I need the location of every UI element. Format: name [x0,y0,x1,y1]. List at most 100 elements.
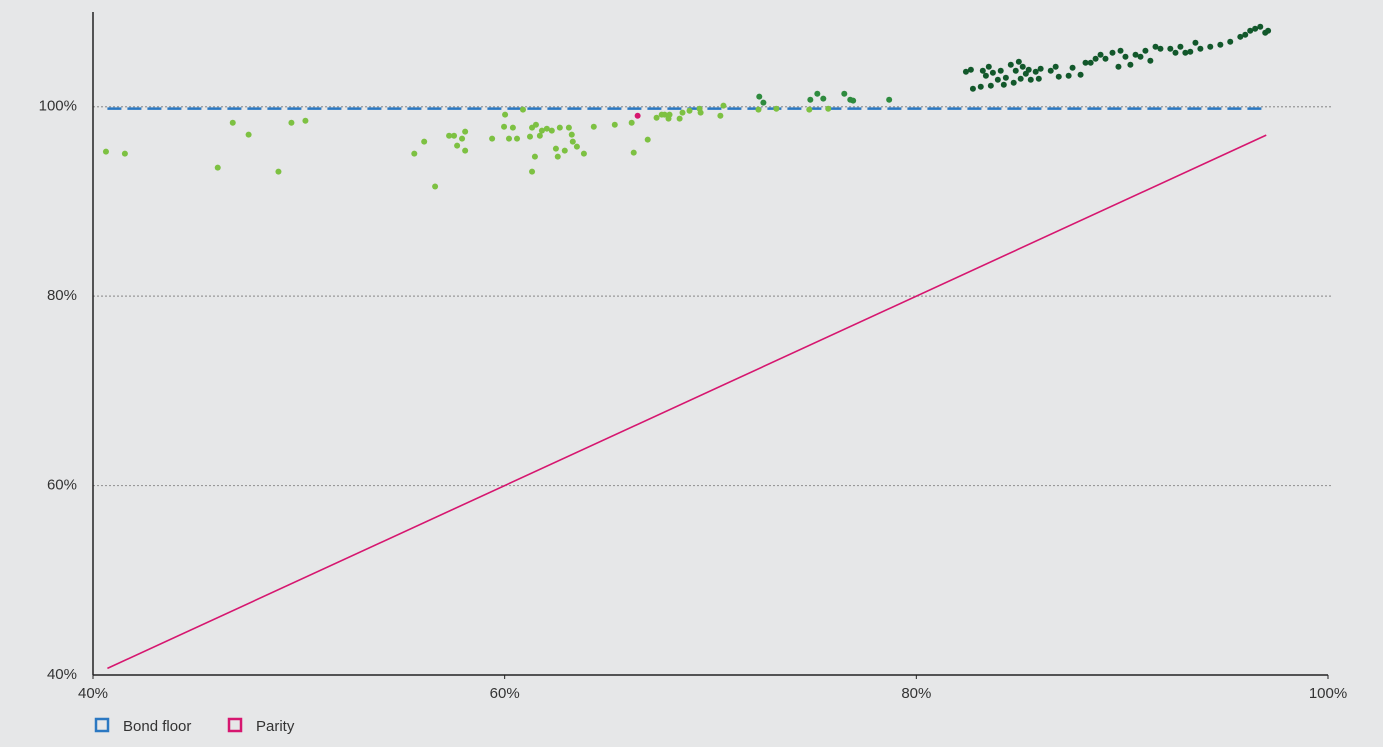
point [969,85,976,92]
point [1152,43,1159,50]
point [773,105,780,112]
point [679,109,686,116]
point [1197,45,1204,52]
point [288,119,295,126]
point [1242,31,1249,38]
point [755,106,762,113]
point [1047,67,1054,74]
point [1182,49,1189,56]
point [1109,49,1116,56]
point [502,111,509,118]
y-tick-label: 60% [47,477,77,494]
point [451,132,458,139]
point [634,112,641,119]
point [967,66,974,73]
point [661,111,668,118]
y-tick-label: 80% [47,287,77,304]
point [1257,23,1264,30]
point [462,128,469,135]
point [552,145,559,152]
point [1187,48,1194,55]
y-tick-label: 40% [47,666,77,683]
point [989,69,996,76]
point [1115,63,1122,70]
point [121,150,128,157]
point [514,135,521,142]
point [532,121,539,128]
point [977,83,984,90]
point [1015,58,1022,65]
point [985,63,992,70]
point [1117,47,1124,54]
point [1000,81,1007,88]
point [994,76,1001,83]
point [697,109,704,116]
point [1010,79,1017,86]
point [573,143,580,150]
point [807,96,814,103]
point [1027,76,1034,83]
point [489,135,496,142]
point [760,99,767,106]
point [529,168,536,175]
point [1037,65,1044,72]
x-tick-label: 80% [901,685,931,702]
point [538,127,545,134]
point [820,95,827,102]
point [1087,59,1094,66]
point [214,164,221,171]
point [982,72,989,79]
point [1227,38,1234,45]
point [1217,41,1224,48]
point [102,148,109,155]
point [1092,55,1099,62]
point [1012,67,1019,74]
point [1032,68,1039,75]
point [509,124,516,131]
point [1097,51,1104,58]
point [979,67,986,74]
point [432,183,439,190]
point [1147,57,1154,64]
point [997,67,1004,74]
point [1177,43,1184,50]
point [841,90,848,97]
point [245,131,252,138]
x-tick-label: 40% [78,685,108,702]
point [543,125,550,132]
point [1127,61,1134,68]
point [1237,33,1244,40]
point [548,127,555,134]
point [720,102,727,109]
point [421,138,428,145]
point [459,135,466,142]
point [1069,64,1076,71]
point [666,111,673,118]
point [411,150,418,157]
point [850,97,857,104]
point [1052,63,1059,70]
point [501,123,508,130]
point [275,168,282,175]
point [556,124,563,131]
point [886,96,893,103]
x-tick-label: 60% [490,685,520,702]
point [1247,27,1254,34]
point [1102,55,1109,62]
point [302,117,309,124]
point [554,153,561,160]
point [686,107,693,114]
point [505,135,512,142]
point [580,150,587,157]
point [1002,74,1009,81]
point [1082,59,1089,66]
point [1192,39,1199,46]
point [1035,75,1042,82]
point [526,133,533,140]
point [446,132,453,139]
point [1025,66,1032,73]
legend-label: Parity [256,718,295,735]
line [107,134,1267,670]
